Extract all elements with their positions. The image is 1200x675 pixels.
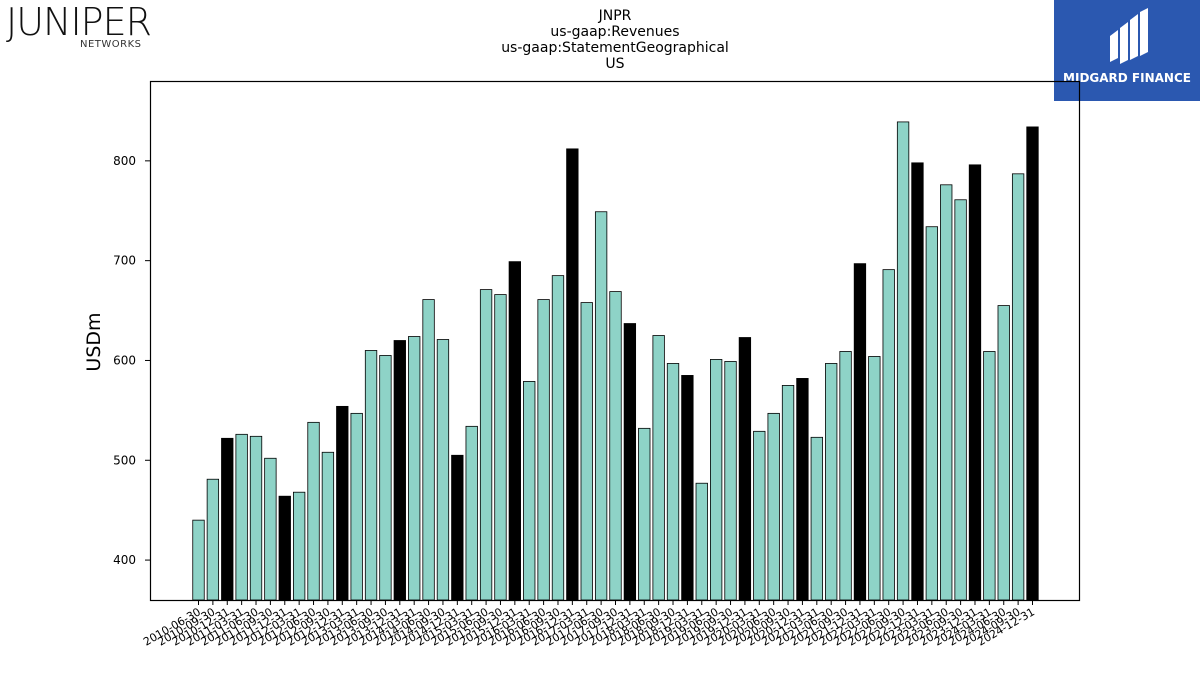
- bar-2022-12-31: [911, 162, 924, 601]
- bar-2011-12-31: [278, 495, 291, 601]
- y-tick-label: 800: [113, 154, 136, 168]
- y-tick-label: 600: [113, 353, 136, 367]
- bar-2012-03-31: [292, 491, 306, 601]
- bar-2023-03-31: [925, 226, 938, 601]
- bar-2024-06-30: [997, 305, 1010, 601]
- bar-2010-09-30: [206, 478, 220, 601]
- title-line-4: US: [605, 56, 624, 72]
- bar-2014-12-31: [451, 454, 464, 601]
- bar-2013-06-30: [364, 350, 378, 601]
- bar-2016-09-30: [551, 275, 565, 601]
- bar-2022-09-30: [896, 121, 910, 601]
- title-line-2: us-gaap:Revenues: [550, 24, 679, 40]
- bar-2011-03-31: [235, 433, 248, 601]
- bar-2019-06-30: [710, 359, 723, 601]
- bar-2011-06-30: [249, 435, 263, 601]
- bar-2024-09-30: [1011, 173, 1025, 601]
- bar-2013-12-31: [393, 340, 406, 601]
- bar-2020-06-30: [767, 412, 780, 601]
- bar-2020-03-31: [753, 430, 766, 601]
- title-line-3: us-gaap:StatementGeographical: [501, 40, 729, 56]
- midgard-finance-logo: MIDGARD FINANCE: [1054, 0, 1200, 101]
- bar-2023-06-30: [940, 184, 953, 601]
- bar-2024-03-31: [983, 351, 996, 601]
- bar-2015-06-30: [479, 289, 493, 601]
- x-axis-ticks: 2010-06-302010-09-302010-12-312011-03-31…: [141, 600, 1037, 649]
- bar-2022-06-30: [882, 269, 895, 601]
- bar-2021-06-30: [825, 363, 838, 601]
- y-axis-ticks: 400 500 600 700 800: [113, 154, 150, 567]
- bar-2024-12-31: [1026, 126, 1039, 601]
- bar-2016-03-31: [523, 381, 536, 601]
- bar-2012-12-31: [336, 405, 349, 601]
- bar-2023-09-30: [954, 199, 967, 601]
- plot-frame: [149, 80, 1081, 602]
- bar-2014-03-31: [408, 336, 421, 601]
- bar-2016-12-31: [566, 148, 579, 601]
- y-axis-label: USDm: [83, 312, 105, 371]
- bar-2019-12-31: [738, 337, 752, 601]
- y-tick-label: 700: [113, 254, 136, 268]
- bar-2016-06-30: [537, 299, 550, 601]
- bar-2011-09-30: [264, 457, 277, 601]
- chart-title: JNPR us-gaap:Revenues us-gaap:StatementG…: [501, 8, 729, 72]
- bar-2015-12-31: [508, 261, 521, 601]
- bar-2021-12-31: [853, 263, 867, 601]
- bar-2014-06-30: [422, 299, 435, 601]
- bar-2018-03-31: [638, 427, 651, 601]
- bar-2015-03-31: [465, 425, 478, 601]
- bar-2010-06-30: [192, 519, 205, 601]
- juniper-logo-subtext: NETWORKS: [80, 39, 142, 50]
- bar-2017-03-31: [580, 302, 593, 601]
- midgard-logo-text: MIDGARD FINANCE: [1063, 71, 1191, 85]
- y-tick-label: 400: [113, 553, 136, 567]
- bar-2021-09-30: [839, 351, 852, 601]
- bar-2018-06-30: [652, 335, 665, 601]
- bar-2018-12-31: [681, 375, 694, 601]
- bar-2018-09-30: [666, 363, 680, 601]
- bar-2022-03-31: [868, 356, 881, 601]
- bar-2017-09-30: [609, 291, 622, 601]
- bar-2019-09-30: [724, 361, 737, 601]
- bar-2014-09-30: [436, 339, 450, 601]
- bar-2020-09-30: [781, 385, 795, 601]
- juniper-logo-wordmark: JUNIPER: [6, 2, 151, 44]
- bar-2023-12-31: [968, 164, 982, 601]
- bar-2020-12-31: [796, 378, 809, 601]
- bar-2010-12-31: [221, 437, 234, 601]
- bar-2019-03-31: [695, 482, 708, 601]
- juniper-networks-logo: JUNIPER NETWORKS: [6, 2, 152, 50]
- bar-2013-03-31: [350, 412, 363, 601]
- bar-2015-09-30: [494, 294, 507, 601]
- bars: [192, 121, 1039, 601]
- bar-2021-03-31: [810, 436, 823, 601]
- y-tick-label: 500: [113, 453, 136, 467]
- bar-2017-06-30: [594, 211, 608, 601]
- title-line-1: JNPR: [598, 8, 632, 24]
- bar-2012-06-30: [307, 421, 320, 601]
- midgard-emblem-icon: MIDGARD FINANCE: [1063, 8, 1191, 85]
- bar-2017-12-31: [623, 323, 637, 601]
- bar-2013-09-30: [379, 355, 392, 601]
- bar-2012-09-30: [321, 451, 335, 601]
